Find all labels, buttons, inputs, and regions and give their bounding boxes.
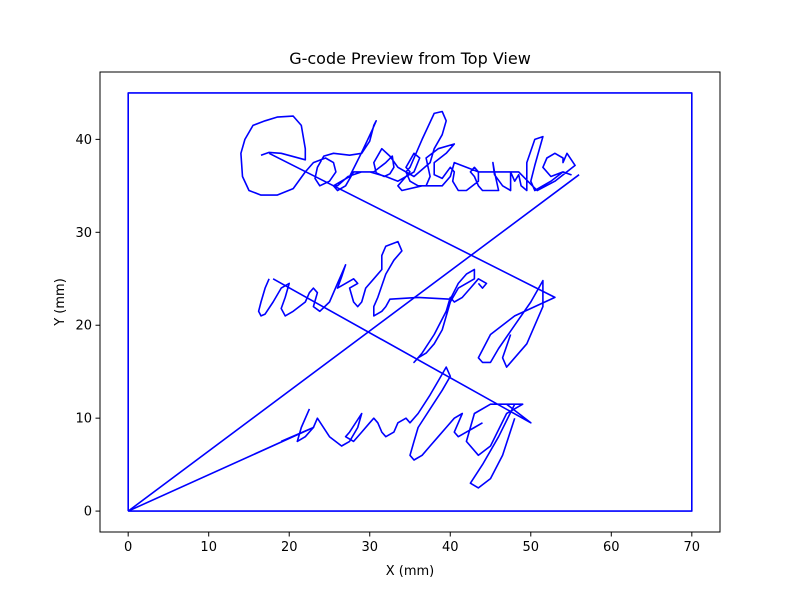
y-axis-label: Y (mm) (53, 278, 68, 327)
y-tick-label: 20 (75, 319, 92, 334)
x-axis-label: X (mm) (386, 564, 435, 579)
toolpath-segment-5 (240, 110, 576, 196)
x-tick-label: 60 (603, 540, 620, 555)
toolpath-lines (127, 92, 693, 512)
x-tick-label: 0 (124, 540, 132, 555)
toolpath-segment-2 (127, 174, 580, 512)
x-tick-label: 30 (361, 540, 378, 555)
x-tick-label: 10 (200, 540, 217, 555)
chart-title: G-code Preview from Top View (289, 49, 531, 68)
x-tick-label: 20 (281, 540, 298, 555)
y-tick-label: 10 (75, 412, 92, 427)
x-tick-label: 50 (523, 540, 540, 555)
toolpath-segment-6 (257, 240, 488, 364)
y-tick-label: 40 (75, 133, 92, 148)
toolpath-segment-7 (296, 366, 483, 461)
x-tick-label: 70 (684, 540, 701, 555)
y-tick-label: 30 (75, 226, 92, 241)
x-tick-label: 40 (442, 540, 459, 555)
toolpath-segment-4 (272, 278, 532, 489)
toolpath-segment-3 (268, 152, 556, 368)
y-tick-label: 0 (84, 505, 92, 520)
y-axis-ticks: 0 10 20 30 40 (75, 133, 100, 520)
toolpath-segment-0 (127, 92, 693, 512)
axes-frame (99, 71, 721, 533)
x-axis-ticks: 0 10 20 30 40 50 60 70 (124, 532, 700, 555)
